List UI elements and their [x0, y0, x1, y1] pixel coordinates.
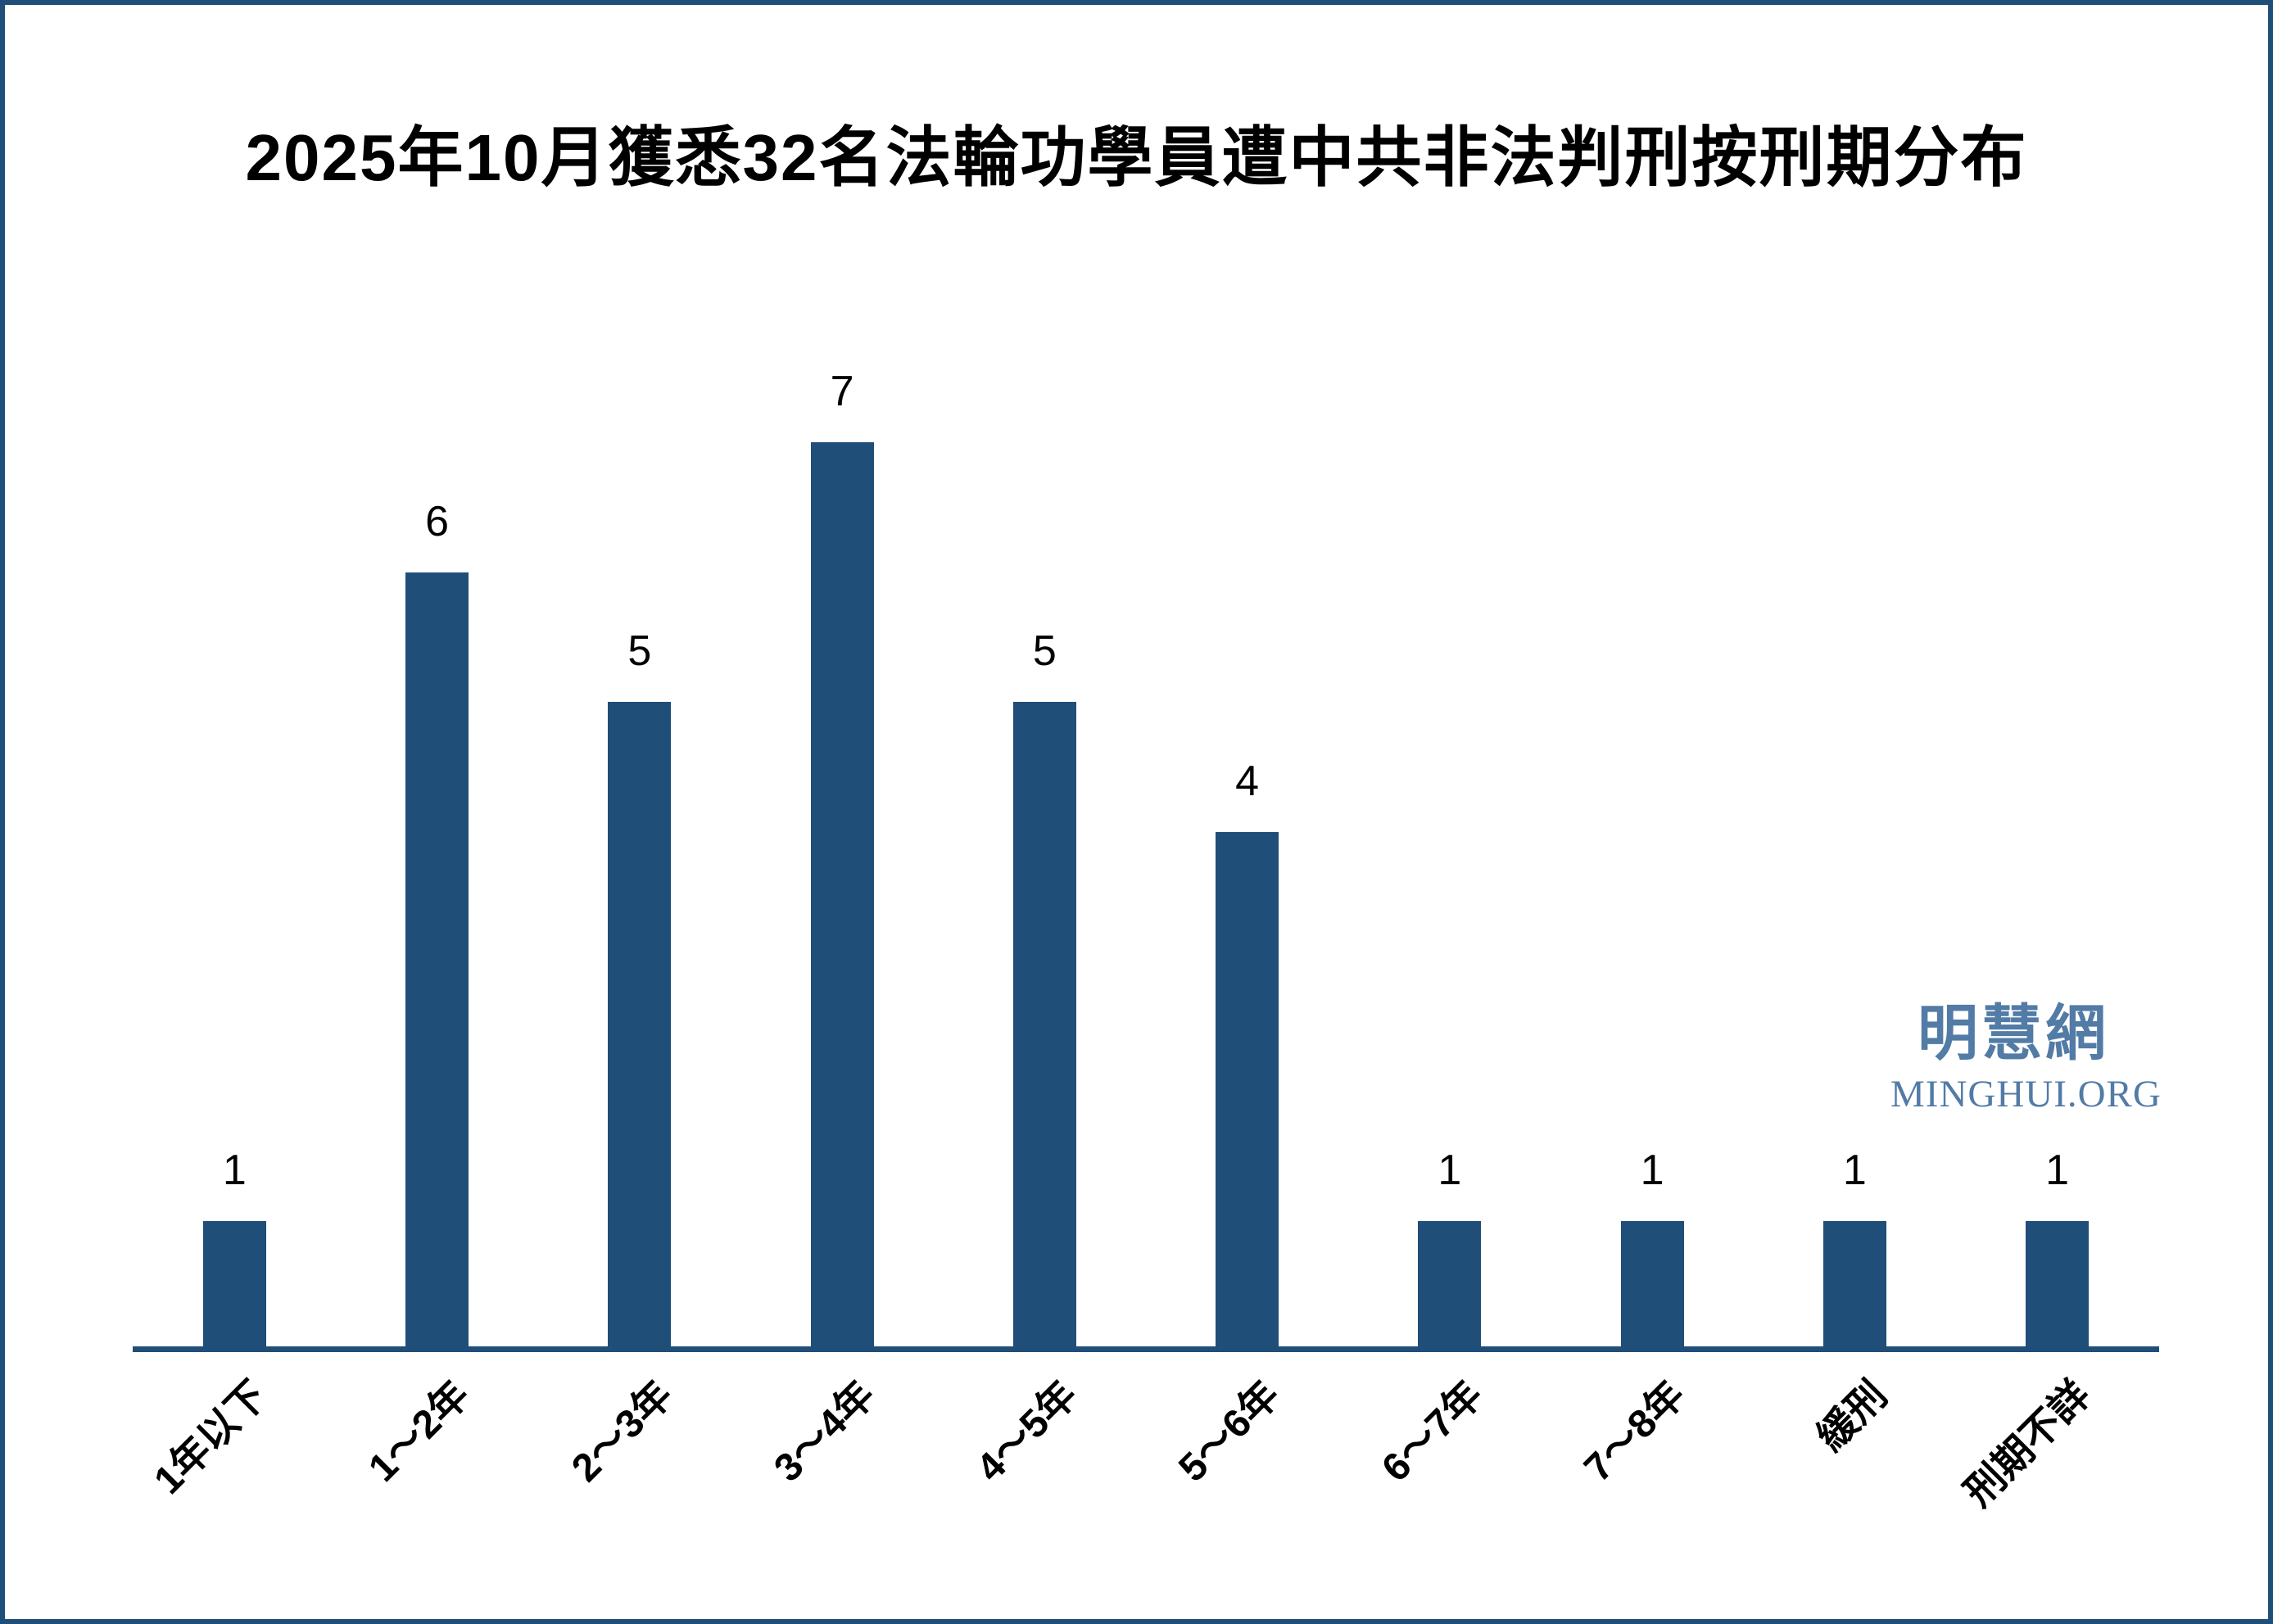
bar — [1822, 1221, 1886, 1351]
x-tick-label: 2〜3年 — [563, 1373, 681, 1491]
bar — [2026, 1221, 2090, 1351]
bar-value-label: 5 — [1032, 627, 1057, 675]
bar — [1216, 832, 1279, 1351]
minghui-logo-url-text: MINGHUI.ORG — [1890, 1073, 2162, 1115]
bar — [608, 702, 672, 1351]
bar — [1012, 702, 1076, 1351]
bar-value-label: 1 — [1842, 1147, 1867, 1194]
x-tick-label: 4〜5年 — [968, 1373, 1086, 1491]
bar — [202, 1221, 266, 1351]
bar — [810, 442, 874, 1351]
bar-value-label: 1 — [1640, 1147, 1664, 1194]
x-axis-line — [133, 1346, 2159, 1352]
x-tick-label: 7〜8年 — [1576, 1373, 1694, 1491]
chart-title: 2025年10月獲悉32名法輪功學員遭中共非法判刑按刑期分布 — [245, 121, 2028, 194]
x-tick-label: 刑期不詳 — [1956, 1373, 2099, 1515]
minghui-watermark-logo: 明慧網 MINGHUI.ORG — [1890, 999, 2162, 1116]
bar-value-label: 1 — [1438, 1147, 1462, 1194]
minghui-logo-cjk-text: 明慧網 — [1918, 999, 2109, 1067]
bar-value-label: 1 — [2045, 1147, 2070, 1194]
x-tick-label: 6〜7年 — [1373, 1373, 1491, 1491]
bar-value-label: 4 — [1235, 758, 1260, 805]
bar-value-label: 1 — [222, 1147, 247, 1194]
bar-value-label: 5 — [627, 627, 652, 675]
x-tick-label: 緩刑 — [1809, 1373, 1896, 1459]
x-tick-label: 1年以下 — [146, 1373, 276, 1503]
x-tick-label: 5〜6年 — [1170, 1373, 1288, 1491]
x-tick-label: 3〜4年 — [766, 1373, 884, 1491]
bar-value-label: 7 — [830, 368, 854, 415]
bar-value-label: 6 — [425, 498, 450, 545]
bar — [405, 572, 469, 1351]
bar — [1418, 1221, 1482, 1351]
x-tick-label: 1〜2年 — [360, 1373, 478, 1491]
bar — [1620, 1221, 1684, 1351]
